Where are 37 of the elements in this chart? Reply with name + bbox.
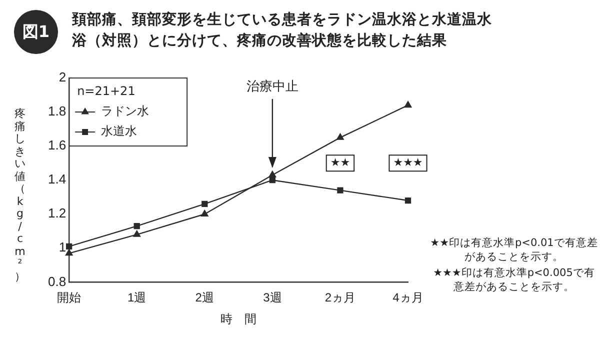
point: [134, 222, 140, 230]
legend-label: 水道水: [101, 124, 138, 138]
point: [404, 197, 412, 204]
point: [202, 200, 208, 207]
point: [404, 101, 412, 108]
x-tick-label: 1週: [128, 290, 146, 305]
x-axis-title: 時 間: [220, 312, 257, 326]
point: [133, 230, 140, 237]
legend-label: ラドン水: [101, 104, 150, 118]
point: [269, 177, 276, 184]
text: ★★印は有意水準p<0.01で有意差があることを示す。: [429, 236, 599, 264]
chart-title: 頚部痛、頚部変形を生じている患者をラドン温水浴と水道温水浴（対照）とに分けて、疼痛の改善状態を比較した結果: [72, 10, 492, 51]
point: [336, 133, 344, 140]
y-tick-label: 2: [58, 70, 66, 85]
annotation: ★★: [330, 156, 350, 169]
text: ★★★印は有意水準p<0.005で有意差があることを示す。: [432, 266, 596, 294]
text: 疼痛しきい値（kg/cm²）: [14, 107, 26, 282]
point: [66, 243, 72, 250]
x-tick-label: 開始: [57, 290, 82, 305]
figure-badge: 図1: [14, 10, 58, 54]
point: [337, 187, 344, 194]
y-tick-label: 1: [58, 240, 66, 255]
y-tick-label: 0.8: [48, 274, 66, 289]
x-tick-label: 2ヵ月: [324, 290, 356, 305]
point: [201, 210, 208, 216]
x-tick-label: 4ヵ月: [392, 290, 424, 305]
x-tick-label: 2週: [195, 290, 214, 305]
y-tick-label: 1.2: [48, 206, 66, 221]
legend-title: n=21+21: [77, 84, 136, 98]
x-tick-label: 3週: [263, 290, 282, 305]
annotation: 治療中止: [246, 79, 298, 94]
point: [65, 249, 73, 256]
y-tick-label: 1.8: [48, 104, 66, 119]
annotation: ★★★: [393, 156, 423, 169]
point: [268, 170, 276, 178]
y-tick-label: 1.6: [48, 138, 66, 153]
y-tick-label: 1.4: [48, 172, 66, 187]
